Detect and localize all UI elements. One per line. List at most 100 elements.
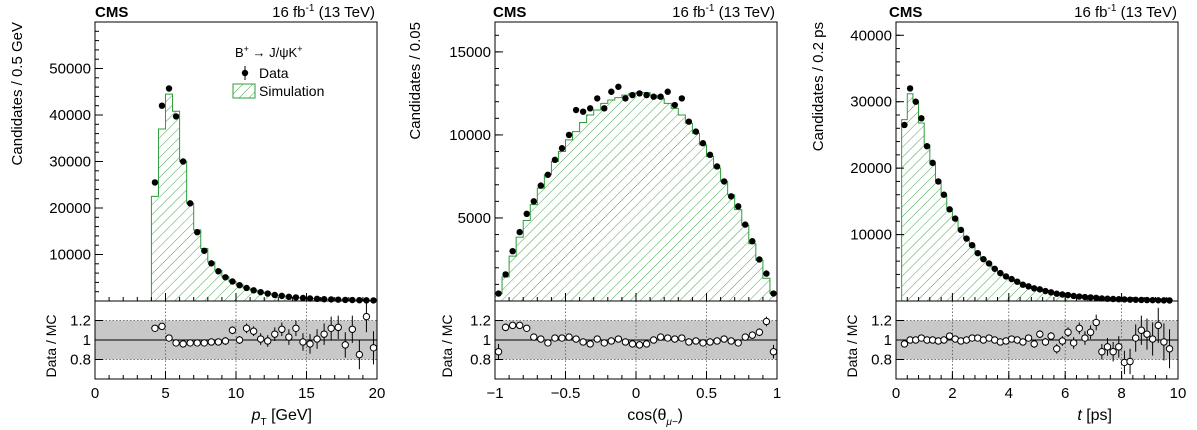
ratio-y-tick-label: 1.2 (470, 313, 491, 330)
ratio-point (151, 324, 159, 332)
data-point (335, 296, 342, 303)
data-point (523, 210, 530, 218)
ratio-point (678, 334, 686, 342)
data-point (327, 296, 335, 303)
data-point (678, 95, 686, 102)
data-point (1121, 296, 1128, 303)
x-tick-label: 0.5 (696, 385, 717, 402)
ratio-point (320, 330, 328, 338)
ratio-point (1165, 345, 1174, 353)
ratio-point (1058, 337, 1067, 345)
data-point (313, 295, 321, 303)
ratio-point (572, 335, 580, 343)
ratio-point (940, 336, 948, 344)
data-point (285, 293, 293, 301)
x-tick-label: −1 (486, 385, 503, 402)
x-axis-label: cos(θμ−) (627, 407, 683, 428)
data-point (342, 296, 349, 304)
data-point (1126, 296, 1134, 303)
x-tick-label: 8 (1117, 385, 1125, 402)
ratio-point (228, 326, 237, 334)
data-point (929, 159, 936, 167)
ratio-point (1041, 338, 1050, 346)
ratio-point (685, 338, 693, 346)
simulation-histogram (150, 93, 378, 302)
ratio-point (207, 338, 216, 346)
ratio-point (558, 334, 566, 342)
ratio-point (221, 337, 230, 345)
legend-sim-label: Simulation (259, 83, 324, 99)
ratio-point (214, 338, 223, 346)
data-point (257, 288, 264, 296)
data-point (671, 101, 678, 109)
lumi-label: 16 fb-1 (13 TeV) (672, 3, 775, 21)
data-point (1155, 297, 1162, 304)
legend: B+ → J/ψK+ Data Simulation (232, 44, 324, 99)
ratio-points-pt (95, 301, 378, 379)
data-point (608, 88, 615, 95)
ratio-point (341, 341, 349, 349)
ratio-point (769, 348, 778, 356)
ratio-point (501, 323, 510, 332)
data-point (509, 247, 516, 255)
ratio-point (271, 330, 279, 338)
data-point (685, 118, 693, 125)
ratio-point (537, 335, 545, 343)
ratio-point (945, 332, 954, 340)
ratio-point (579, 338, 587, 346)
ratio-point (593, 335, 601, 343)
cms-label: CMS (493, 4, 526, 21)
data-point (222, 274, 229, 281)
y-tick-label: 10000 (49, 247, 91, 264)
x-tick-label: 4 (1005, 385, 1013, 402)
ratio-point (172, 339, 180, 347)
y-axis-label: Candidates / 0.2 ps (810, 22, 827, 151)
ratio-point (278, 325, 286, 333)
ratio-point (642, 340, 651, 348)
ratio-point (1115, 343, 1123, 351)
data-point (558, 145, 566, 152)
data-point (601, 105, 608, 112)
data-point (565, 131, 573, 139)
ratio-point (656, 333, 665, 341)
y-tick-label: 10000 (850, 227, 892, 244)
data-point (1014, 278, 1021, 285)
ratio-y-tick-label: 0.8 (871, 352, 892, 369)
data-point (172, 113, 180, 120)
cms-label: CMS (889, 4, 922, 21)
y-tick-label: 5000 (458, 210, 491, 227)
data-points-pt (151, 85, 377, 304)
ratio-point (551, 334, 559, 342)
data-point (215, 268, 222, 275)
data-point (735, 203, 742, 210)
y-tick-label: 40000 (850, 27, 892, 44)
simulation-histogram (494, 92, 778, 302)
data-point (985, 260, 993, 267)
legend-process: B+ → J/ψK+ (235, 44, 302, 60)
ratio-point (755, 328, 764, 336)
ratio-point (1030, 340, 1038, 348)
ratio-y-tick-label: 1 (83, 332, 91, 349)
ratio-point (515, 321, 524, 330)
x-tick-label: 0 (892, 385, 900, 402)
data-point (692, 128, 700, 135)
y-axis-label: Candidates / 0.5 GeV (9, 22, 26, 165)
data-point (356, 296, 363, 304)
data-point (363, 297, 370, 304)
data-point (756, 256, 763, 263)
data-point (594, 95, 601, 102)
data-point (1149, 296, 1156, 304)
ratio-point (200, 339, 208, 347)
y-tick-label: 40000 (49, 107, 91, 124)
y-tick-label: 50000 (49, 61, 91, 78)
ratio-point (628, 340, 637, 348)
x-tick-label: 10 (1170, 385, 1187, 402)
ratio-point (334, 323, 342, 332)
ratio-point (762, 317, 771, 326)
data-point (1166, 297, 1173, 304)
data-point (229, 278, 236, 285)
data-point (299, 294, 307, 302)
data-point (615, 83, 622, 90)
x-tick-label: 2 (948, 385, 956, 402)
ratio-point (1086, 328, 1095, 336)
